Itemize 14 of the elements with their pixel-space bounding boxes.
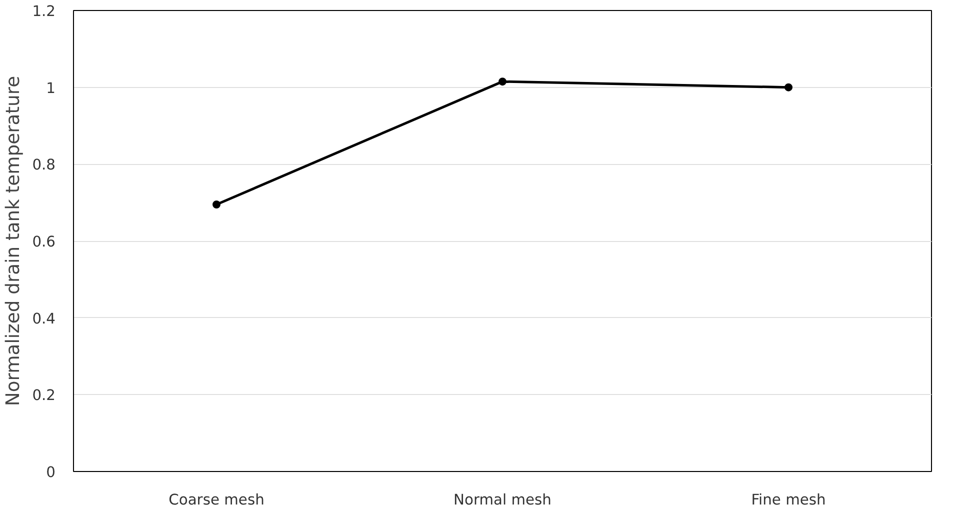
y-tick-label: 0	[46, 464, 56, 481]
point	[784, 83, 792, 92]
y-tick-label: 1.2	[32, 3, 56, 20]
y-tick-label: 0.6	[32, 234, 56, 250]
y-tick-label: 0.2	[32, 387, 56, 404]
x-tick-label: Fine mesh	[751, 492, 826, 508]
x-tick-label: Normal mesh	[454, 492, 552, 508]
x-tick-label: Coarse mesh	[168, 492, 264, 508]
y-axis-title: Normalized drain tank temperature	[3, 76, 24, 406]
point	[212, 200, 220, 208]
point	[498, 78, 506, 86]
y-tick-label: 0.8	[32, 156, 56, 174]
y-tick-label: 1	[46, 80, 56, 97]
y-tick-label: 0.4	[32, 310, 56, 328]
